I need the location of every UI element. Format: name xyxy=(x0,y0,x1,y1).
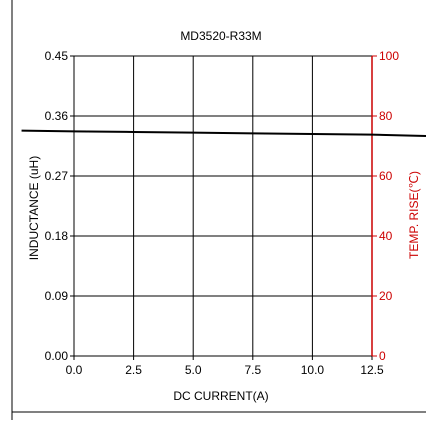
x-tick-label: 0.0 xyxy=(66,363,83,377)
y-right-tick-label: 20 xyxy=(379,289,393,303)
y-left-tick-label: 0.45 xyxy=(45,49,69,63)
y-left-tick-label: 0.36 xyxy=(45,109,69,123)
inductance-series-line xyxy=(21,129,426,137)
series-layer xyxy=(21,129,426,137)
y-left-tick-label: 0.27 xyxy=(45,169,69,183)
x-axis-label: DC CURRENT(A) xyxy=(173,389,268,403)
grid xyxy=(74,56,372,356)
y-left-tick-label: 0.09 xyxy=(45,289,69,303)
x-tick-label: 2.5 xyxy=(125,363,142,377)
tick-labels: 0.0 2.5 5.0 7.5 10.0 12.5 0.00 0.09 0.18 0.27 0.36… xyxy=(45,49,400,377)
x-tick-label: 12.5 xyxy=(360,363,384,377)
y-right-tick-label: 60 xyxy=(379,169,393,183)
x-tick-label: 10.0 xyxy=(301,363,325,377)
y-right-tick-label: 0 xyxy=(379,349,386,363)
axes xyxy=(73,55,373,357)
chart-title: MD3520-R33M xyxy=(180,29,261,43)
y-axis-right-label: TEMP. RISE(℃) xyxy=(407,171,421,259)
x-tick-label: 5.0 xyxy=(185,363,202,377)
y-right-tick-label: 80 xyxy=(379,109,393,123)
y-axis-left-label: INDUCTANCE (uH) xyxy=(27,156,41,260)
y-left-tick-label: 0.18 xyxy=(45,229,69,243)
y-right-tick-label: 40 xyxy=(379,229,393,243)
y-right-tick-label: 100 xyxy=(379,49,399,63)
x-tick-label: 7.5 xyxy=(244,363,261,377)
y-left-tick-label: 0.00 xyxy=(45,349,69,363)
